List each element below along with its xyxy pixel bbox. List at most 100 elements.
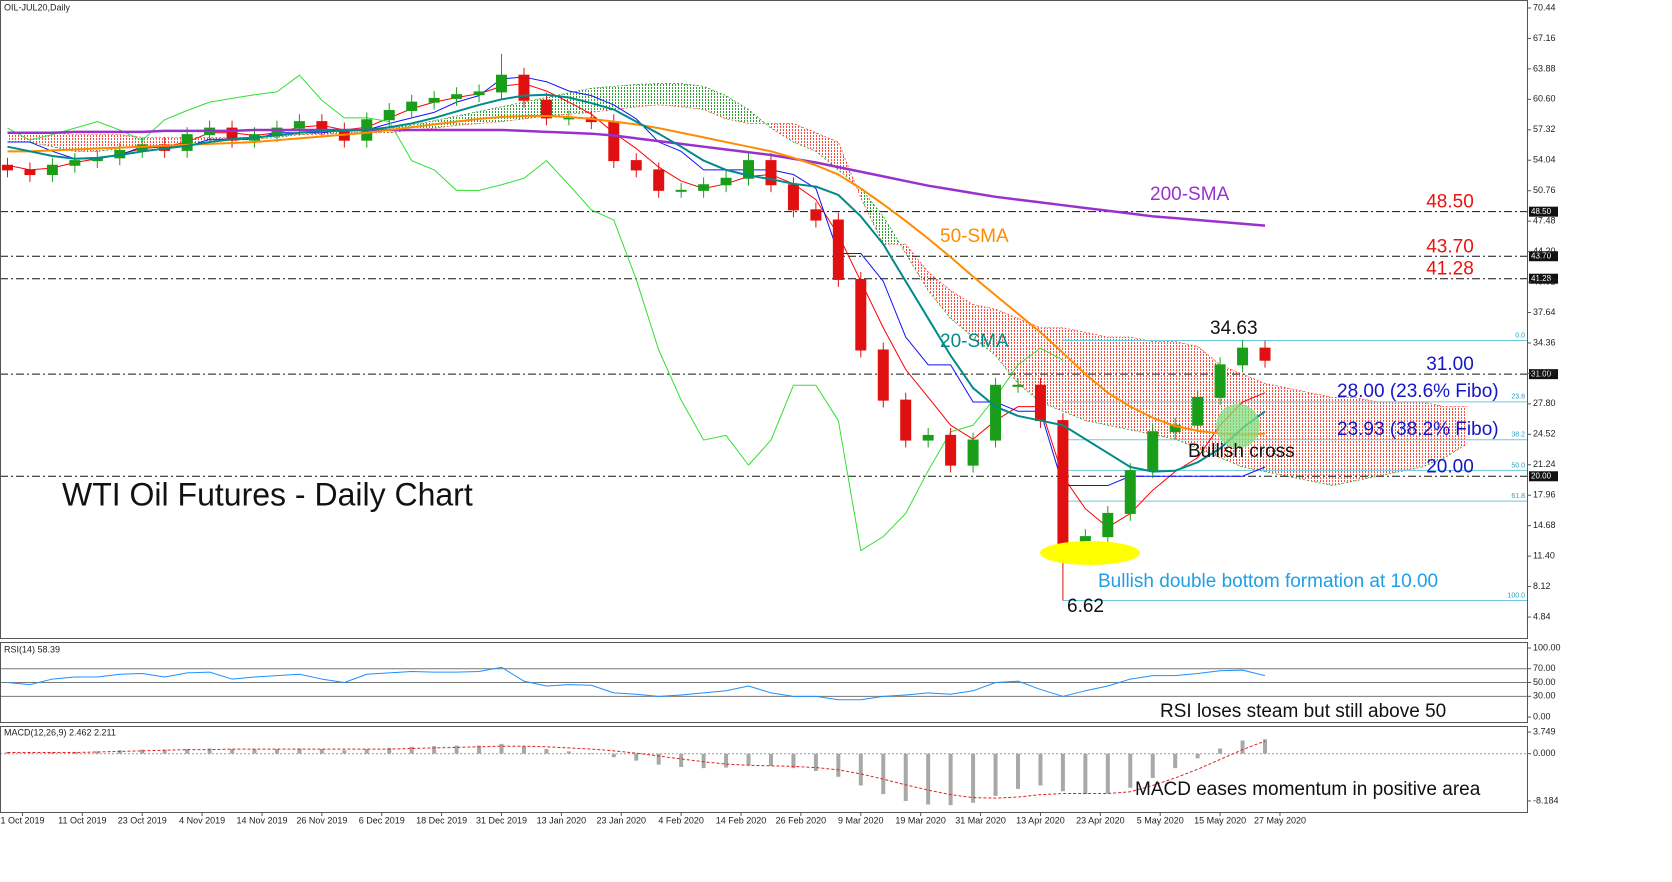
cloud-segment <box>636 83 659 107</box>
ichimoku-line <box>7 76 1266 487</box>
cloud-segment <box>7 132 30 143</box>
candle-body <box>473 91 485 96</box>
annotation: 34.63 <box>1210 318 1258 339</box>
macd-bar <box>836 753 841 777</box>
level-axis-box <box>1529 273 1558 284</box>
ichimoku-line <box>7 83 1266 528</box>
candle-body <box>383 109 395 121</box>
candle-body <box>518 74 530 101</box>
macd-bar <box>903 753 908 802</box>
cloud-segment <box>726 95 749 124</box>
x-tick-label: 5 May 2020 <box>1137 815 1184 825</box>
candle-body <box>1124 470 1136 514</box>
y-tick-label: 21.24 <box>1533 459 1556 469</box>
fibo-label: 50.0 <box>1511 462 1525 469</box>
x-tick-label: 31 Mar 2020 <box>955 815 1006 825</box>
macd-bar <box>1060 753 1065 792</box>
x-tick-label: 13 Apr 2020 <box>1016 815 1065 825</box>
macd-bar <box>1128 753 1133 788</box>
cloud-segment <box>1309 392 1333 486</box>
y-tick-label: 50.00 <box>1533 677 1556 687</box>
macd-bar <box>1105 753 1110 794</box>
macd-title: MACD(12,26,9) 2.462 2.211 <box>4 727 116 737</box>
level-axis-label: 31.00 <box>1531 369 1552 378</box>
x-tick-label: 14 Feb 2020 <box>716 815 767 825</box>
level-axis-label: 43.70 <box>1531 251 1552 260</box>
annotation: 28.00 (23.6% Fibo) <box>1337 381 1499 402</box>
candle-body <box>1 164 13 171</box>
cloud-segment <box>815 132 839 170</box>
sma-line <box>7 128 1266 227</box>
cloud-segment <box>546 92 569 117</box>
y-tick-label: 50.76 <box>1533 185 1556 195</box>
candle-body <box>451 94 463 99</box>
cloud-segment <box>142 137 165 147</box>
cloud-segment <box>1085 332 1108 426</box>
candle-body <box>698 184 710 191</box>
y-tick-label: 4.84 <box>1533 611 1551 621</box>
candle-body <box>855 278 867 351</box>
candle-body <box>69 160 81 166</box>
candle-body <box>1012 384 1024 387</box>
candle-body <box>24 169 36 176</box>
macd-bar <box>342 750 347 754</box>
x-tick-label: 4 Nov 2019 <box>179 815 225 825</box>
macd-bar <box>1016 753 1020 789</box>
x-tick-label: 26 Nov 2019 <box>296 815 347 825</box>
macd-bar <box>1263 739 1268 754</box>
macd-bar <box>611 753 616 758</box>
cloud-segment <box>703 86 727 119</box>
candle-body <box>316 121 328 131</box>
x-tick-label: 23 Oct 2019 <box>118 815 167 825</box>
price-frame <box>0 0 1528 639</box>
macd-bar <box>207 748 212 754</box>
cloud-segment <box>1354 397 1378 481</box>
candle-body <box>1259 347 1271 361</box>
cloud-segment <box>52 132 75 152</box>
cloud-segment <box>860 188 884 245</box>
y-tick-label: 70.44 <box>1533 2 1556 12</box>
cloud-segment <box>1265 383 1288 477</box>
cloud-segment <box>681 83 704 110</box>
cloud-segment <box>613 84 637 110</box>
candle-body <box>1192 396 1204 426</box>
x-tick-label: 31 Dec 2019 <box>476 815 527 825</box>
macd-bar <box>746 753 751 766</box>
macd-bar <box>566 751 571 754</box>
cloud-segment <box>1377 401 1400 477</box>
macd-bar <box>656 753 661 765</box>
cloud-segment <box>1287 388 1310 481</box>
level-axis-label: 48.50 <box>1531 207 1552 216</box>
y-tick-label: 63.88 <box>1533 63 1556 73</box>
level-label: 48.50 <box>1426 192 1474 213</box>
level-label: 31.00 <box>1426 354 1474 375</box>
annotation: 50-SMA <box>940 226 1009 247</box>
cloud-segment <box>1444 406 1468 458</box>
rsi-line <box>7 666 1266 701</box>
candle-body <box>496 74 508 93</box>
cloud-segment <box>1018 318 1041 402</box>
y-tick-label: -8.184 <box>1533 795 1559 805</box>
macd-bar <box>948 753 953 806</box>
x-tick-label: 11 Oct 2019 <box>58 815 106 825</box>
fibo-label: 61.8 <box>1511 493 1525 500</box>
macd-bar <box>993 753 998 796</box>
y-tick-label: 0.000 <box>1533 748 1556 758</box>
cloud-segment <box>928 272 951 319</box>
annotation: Bullish cross <box>1188 441 1295 462</box>
macd-signal <box>7 740 1266 799</box>
annotation: 20-SMA <box>940 331 1009 352</box>
symbol-label: OIL-JUL20,Daily <box>4 2 71 12</box>
candle-body <box>765 160 777 186</box>
x-tick-label: 9 Mar 2020 <box>838 815 884 825</box>
y-tick-label: 30.00 <box>1533 691 1556 701</box>
y-tick-label: 17.96 <box>1533 490 1556 500</box>
x-tick-label: 23 Jan 2020 <box>597 815 647 825</box>
candle-body <box>1102 512 1114 538</box>
x-tick-label: 14 Nov 2019 <box>236 815 287 825</box>
y-tick-label: 100.00 <box>1533 642 1561 652</box>
macd-bar <box>274 749 279 754</box>
candle-body <box>877 349 889 401</box>
